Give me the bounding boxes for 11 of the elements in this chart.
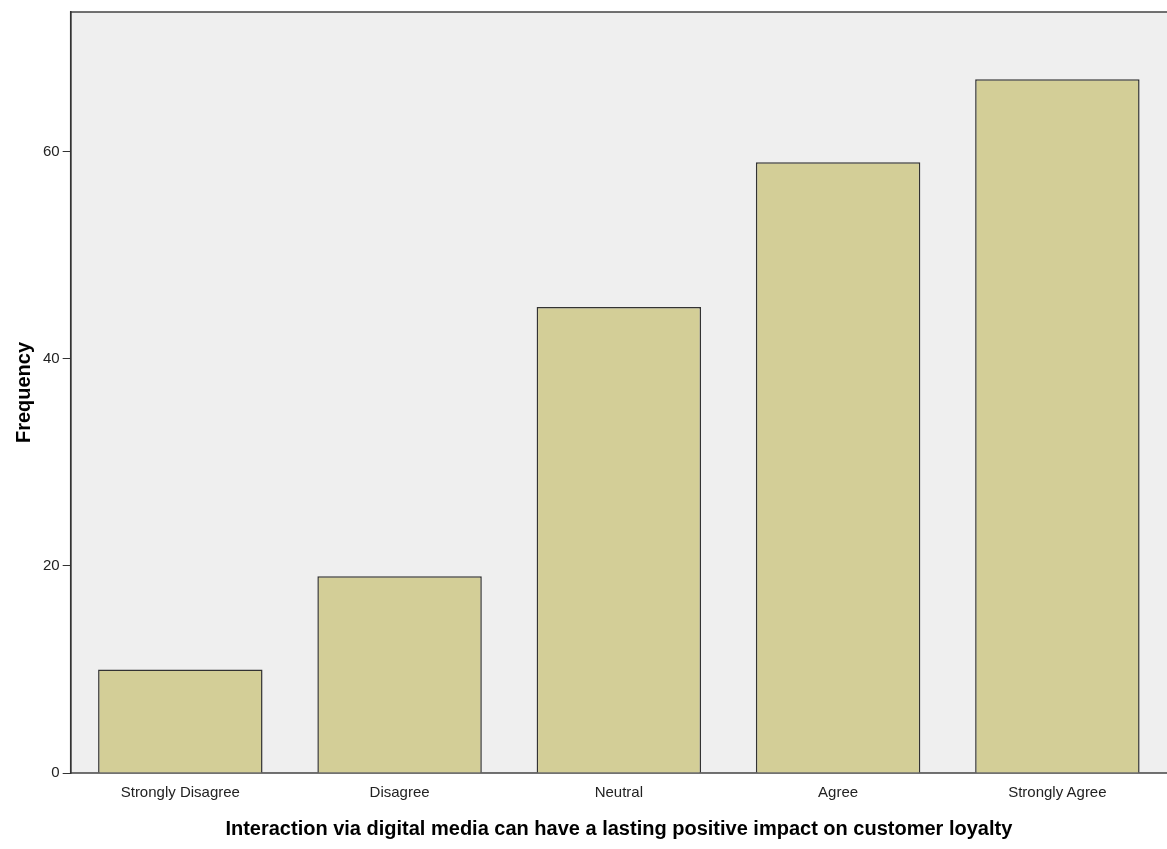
x-axis-title: Interaction via digital media can have a lasting positive impact on customer loyalty [225, 816, 1014, 839]
x-tick-label: Neutral [594, 783, 644, 801]
y-tick-label: 0 [51, 763, 60, 781]
x-tick-label: Agree [818, 783, 859, 801]
x-tick-label: Disagree [369, 783, 430, 801]
y-axis-title: Frequency [11, 341, 34, 444]
x-tick-label: Strongly Disagree [120, 783, 240, 801]
x-tick-label: Strongly Agree [1008, 783, 1107, 801]
y-tick-label: 20 [43, 556, 60, 574]
y-tick-label: 40 [43, 348, 60, 366]
y-tick-label: 60 [43, 141, 60, 159]
